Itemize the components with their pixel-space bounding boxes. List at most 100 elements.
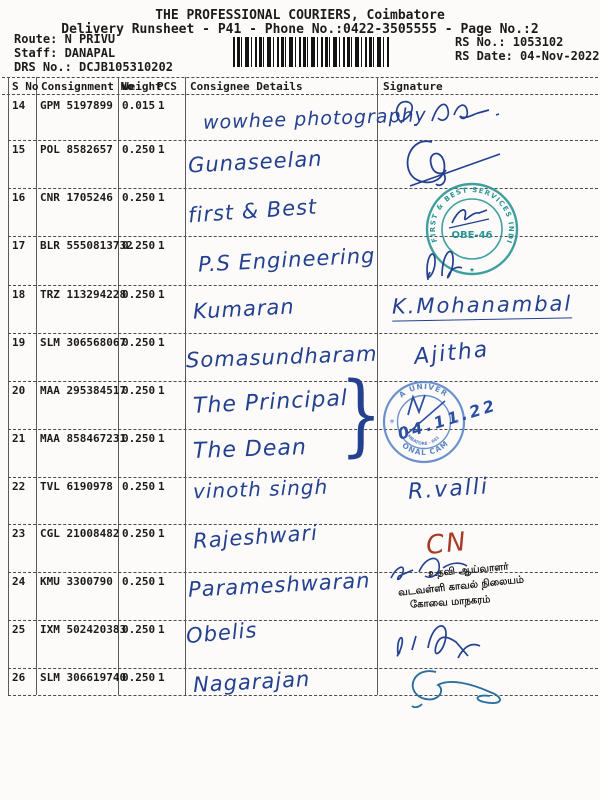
pcs-cell: 1 — [158, 671, 165, 684]
sno-cell: 23 — [12, 527, 26, 540]
sno-cell: 19 — [12, 336, 26, 349]
col-header-signature: Signature — [383, 80, 443, 93]
barcode — [233, 37, 391, 67]
col-divider-consignment — [118, 77, 119, 695]
table-row: 24 KMU 3300790 0.250 1 — [8, 572, 598, 621]
pcs-cell: 1 — [158, 432, 165, 445]
weight-cell: 0.250 — [122, 480, 156, 493]
weight-cell: 0.250 — [122, 527, 156, 540]
weight-cell: 0.250 — [122, 384, 156, 397]
sno-cell: 14 — [12, 99, 26, 112]
col-divider-pcs — [185, 77, 186, 695]
consignee-handwriting: The Dean — [192, 435, 308, 464]
pcs-cell: 1 — [158, 623, 165, 636]
consignment-cell: CGL 21008482 — [40, 527, 120, 540]
table-row: 21 MAA 858467231 0.250 1 — [8, 429, 598, 478]
sno-cell: 26 — [12, 671, 26, 684]
consignee-handwriting: vinoth singh — [192, 474, 329, 504]
table-row: 19 SLM 306568067 0.250 1 — [8, 333, 598, 382]
table-row: 23 CGL 21008482 0.250 1 — [8, 524, 598, 573]
consignment-cell: SLM 306619740 — [40, 671, 127, 684]
table-border-left — [8, 77, 9, 695]
svg-text:★: ★ — [469, 265, 475, 275]
table-row: 17 BLR 5550813732 0.250 1 — [8, 236, 598, 286]
table-row: 14 GPM 5197899 0.015 1 — [8, 96, 598, 141]
signature-scribble-row17 — [426, 250, 463, 281]
pcs-cell: 1 — [158, 99, 165, 112]
consignment-cell: GPM 5197899 — [40, 99, 113, 112]
sno-cell: 18 — [12, 288, 26, 301]
signature-scribble-row14 — [395, 100, 500, 126]
consignment-cell: MAA 295384517 — [40, 384, 127, 397]
weight-cell: 0.250 — [122, 575, 156, 588]
weight-cell: 0.250 — [122, 143, 156, 156]
col-divider-sno — [36, 77, 37, 695]
consignment-cell: POL 8582657 — [40, 143, 113, 156]
weight-cell: 0.015 — [122, 99, 156, 112]
signature-handwriting: K.Mohanambal — [391, 291, 573, 322]
weight-cell: 0.250 — [122, 623, 156, 636]
sno-cell: 24 — [12, 575, 26, 588]
table-row: 16 CNR 1705246 0.250 1 — [8, 188, 598, 237]
weight-cell: 0.250 — [122, 671, 156, 684]
col-divider-consignee — [377, 77, 378, 695]
company-title: THE PROFESSIONAL COURIERS, Coimbatore — [155, 8, 445, 23]
signature-scribble-row26 — [411, 670, 501, 708]
table-top-rule — [2, 77, 598, 78]
first-best-services-stamp: FIRST & BEST SERVICES INDIA PVT LTD ★ OB… — [424, 181, 519, 276]
col-header-pcs: PCS — [157, 80, 177, 93]
drs-no-field: DRS No.: DCJB105310202 — [14, 60, 173, 74]
pcs-cell: 1 — [158, 143, 165, 156]
signature-scribble-row24 — [390, 557, 468, 581]
sno-cell: 17 — [12, 239, 26, 252]
pcs-cell: 1 — [158, 527, 165, 540]
pcs-cell: 1 — [158, 288, 165, 301]
pcs-cell: 1 — [158, 384, 165, 397]
pcs-cell: 1 — [158, 480, 165, 493]
consignment-cell: SLM 306568067 — [40, 336, 127, 349]
pcs-cell: 1 — [158, 239, 165, 252]
signature-scribble-row15 — [406, 140, 501, 187]
anna-university-stamp: ANNA UNIVERSITY REGIONAL CAMPUS COIMBATO… — [381, 379, 466, 464]
signature-scribble-row25 — [396, 625, 481, 659]
sno-cell: 15 — [12, 143, 26, 156]
weight-cell: 0.250 — [122, 336, 156, 349]
consignment-cell: TVL 6190978 — [40, 480, 113, 493]
header-bottom-rule — [2, 94, 598, 95]
table-row: 22 TVL 6190978 0.250 1 — [8, 477, 598, 525]
sno-cell: 22 — [12, 480, 26, 493]
consignment-cell: TRZ 113294228 — [40, 288, 127, 301]
svg-text:OBE-46: OBE-46 — [451, 230, 492, 241]
staff-field: Staff: DANAPAL — [14, 46, 116, 60]
table-row: 26 SLM 306619740 0.250 1 — [8, 668, 598, 696]
pcs-cell: 1 — [158, 575, 165, 588]
weight-cell: 0.250 — [122, 191, 156, 204]
col-header-weight: Weight — [122, 80, 162, 93]
handwritten-brace: } — [340, 362, 382, 467]
rs-no-field: RS No.: 1053102 — [455, 35, 564, 49]
table-row: 15 POL 8582657 0.250 1 — [8, 140, 598, 189]
weight-cell: 0.250 — [122, 432, 156, 445]
sno-cell: 16 — [12, 191, 26, 204]
consignment-cell: IXM 502420383 — [40, 623, 127, 636]
pcs-cell: 1 — [158, 336, 165, 349]
sno-cell: 20 — [12, 384, 26, 397]
svg-text:*: * — [454, 418, 460, 429]
sno-cell: 21 — [12, 432, 26, 445]
rs-date-field: RS Date: 04-Nov-2022 — [455, 49, 600, 63]
runsheet-subtitle: Delivery Runsheet - P41 - Phone No.:0422… — [61, 22, 539, 37]
consignment-cell: KMU 3300790 — [40, 575, 113, 588]
consignment-cell: CNR 1705246 — [40, 191, 113, 204]
sno-cell: 25 — [12, 623, 26, 636]
svg-text:*: * — [389, 418, 395, 429]
route-field: Route: N PRIVU — [14, 32, 116, 46]
table-row: 18 TRZ 113294228 0.250 1 — [8, 285, 598, 334]
weight-cell: 0.250 — [122, 288, 156, 301]
col-header-consignment: Consignment No — [41, 80, 134, 93]
consignment-cell: MAA 858467231 — [40, 432, 127, 445]
table-row: 25 IXM 502420383 0.250 1 — [8, 620, 598, 669]
table-row: 20 MAA 295384517 0.250 1 — [8, 381, 598, 430]
pcs-cell: 1 — [158, 191, 165, 204]
col-header-sno: S No — [12, 80, 39, 93]
